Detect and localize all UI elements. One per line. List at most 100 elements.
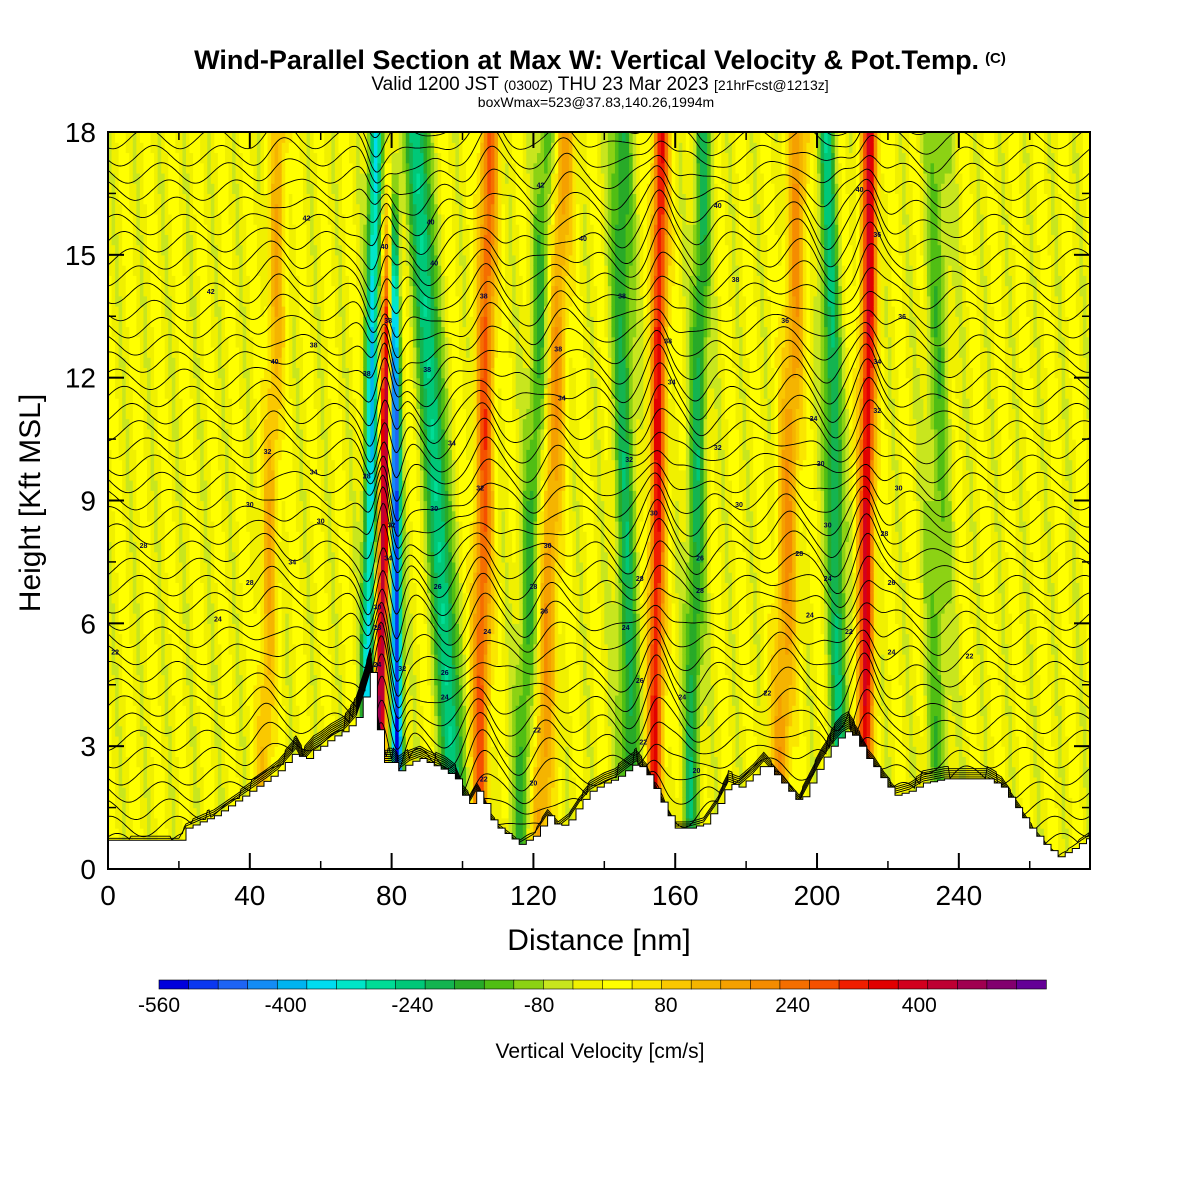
heat-cell xyxy=(214,674,219,686)
heat-cell xyxy=(352,715,357,727)
heat-cell xyxy=(115,480,120,491)
heat-cell xyxy=(175,183,180,195)
plot-area: 2228242830324240343430423838282428303432… xyxy=(108,132,1090,869)
heat-cell xyxy=(147,643,152,655)
heat-cell xyxy=(271,480,276,491)
heat-cell xyxy=(232,633,237,645)
heat-cell xyxy=(178,439,184,450)
heat-cell xyxy=(306,449,311,461)
heat-cell xyxy=(271,398,276,409)
heat-cell xyxy=(111,336,116,348)
heat-cell xyxy=(203,213,208,225)
heat-cell xyxy=(161,735,166,747)
heat-cell xyxy=(274,541,279,553)
heat-cell xyxy=(338,398,343,409)
heat-cell xyxy=(292,746,297,758)
heat-cell xyxy=(224,480,230,491)
heat-cell xyxy=(182,613,187,624)
heat-cell xyxy=(246,377,251,389)
heat-cell xyxy=(331,715,336,727)
heat-cell xyxy=(108,234,113,246)
heat-cell xyxy=(139,428,145,440)
heat-cell xyxy=(147,828,152,839)
heat-cell xyxy=(217,715,223,727)
heat-cell xyxy=(260,674,265,686)
heat-cell xyxy=(111,367,116,379)
heat-cell xyxy=(317,531,322,543)
heat-cell xyxy=(253,265,258,276)
heat-cell xyxy=(292,613,297,624)
heat-cell xyxy=(317,295,322,307)
heat-cell xyxy=(168,449,173,461)
heat-cell xyxy=(161,582,166,594)
heat-cell xyxy=(217,500,223,512)
heat-cell xyxy=(171,398,176,409)
heat-cell xyxy=(185,541,191,553)
heat-cell xyxy=(324,480,329,491)
heat-cell xyxy=(310,367,315,379)
heat-cell xyxy=(327,367,332,379)
heat-cell xyxy=(154,561,159,573)
heat-cell xyxy=(242,408,247,420)
heat-cell xyxy=(253,654,258,665)
heat-cell xyxy=(341,316,347,328)
heat-cell xyxy=(327,613,332,624)
heat-cell xyxy=(292,336,297,348)
heat-cell xyxy=(302,234,308,246)
heat-cell xyxy=(310,439,315,450)
heat-cell xyxy=(214,428,219,440)
heat-cell xyxy=(203,142,208,154)
heat-cell xyxy=(313,367,318,379)
heat-cell xyxy=(178,357,184,369)
heat-cell xyxy=(207,367,212,379)
heat-cell xyxy=(171,172,176,184)
heat-cell xyxy=(349,152,354,164)
heat-cell xyxy=(299,735,304,747)
heat-cell xyxy=(132,336,137,348)
heat-cell xyxy=(239,224,244,235)
heat-cell xyxy=(331,480,336,491)
heat-cell xyxy=(122,561,127,573)
heat-cell xyxy=(299,346,304,358)
heat-cell xyxy=(274,326,279,338)
heat-cell xyxy=(136,613,141,624)
heat-cell xyxy=(246,510,251,522)
heat-cell xyxy=(263,715,269,727)
heat-cell xyxy=(310,336,315,348)
heat-cell xyxy=(178,797,184,809)
heat-cell xyxy=(249,439,254,450)
heat-cell xyxy=(175,705,180,717)
heat-cell xyxy=(324,592,329,604)
heat-cell xyxy=(292,561,297,573)
heat-cell xyxy=(331,234,336,246)
heat-cell xyxy=(341,725,347,737)
heat-cell xyxy=(189,551,194,563)
heat-cell xyxy=(115,541,120,553)
heat-cell xyxy=(285,224,290,235)
heat-cell xyxy=(310,694,315,706)
heat-cell xyxy=(253,387,258,399)
heat-cell xyxy=(331,193,336,205)
heat-cell xyxy=(139,602,145,614)
heat-cell xyxy=(310,172,315,184)
heat-cell xyxy=(143,613,148,624)
heat-cell xyxy=(125,510,130,522)
heat-cell xyxy=(285,469,290,481)
heat-cell xyxy=(271,674,276,686)
heat-cell xyxy=(217,408,223,420)
heat-cell xyxy=(150,326,155,338)
heat-cell xyxy=(317,602,322,614)
heat-cell xyxy=(235,551,240,563)
heat-cell xyxy=(256,193,262,205)
heat-cell xyxy=(217,275,223,287)
heat-cell xyxy=(147,654,152,665)
heat-cell xyxy=(164,316,169,328)
heat-cell xyxy=(168,244,173,256)
heat-cell xyxy=(147,633,152,645)
heat-cell xyxy=(154,295,159,307)
heat-cell xyxy=(185,613,191,624)
heat-cell xyxy=(168,254,173,266)
heat-cell xyxy=(108,480,113,491)
heat-cell xyxy=(295,510,301,522)
heat-cell xyxy=(189,561,194,573)
